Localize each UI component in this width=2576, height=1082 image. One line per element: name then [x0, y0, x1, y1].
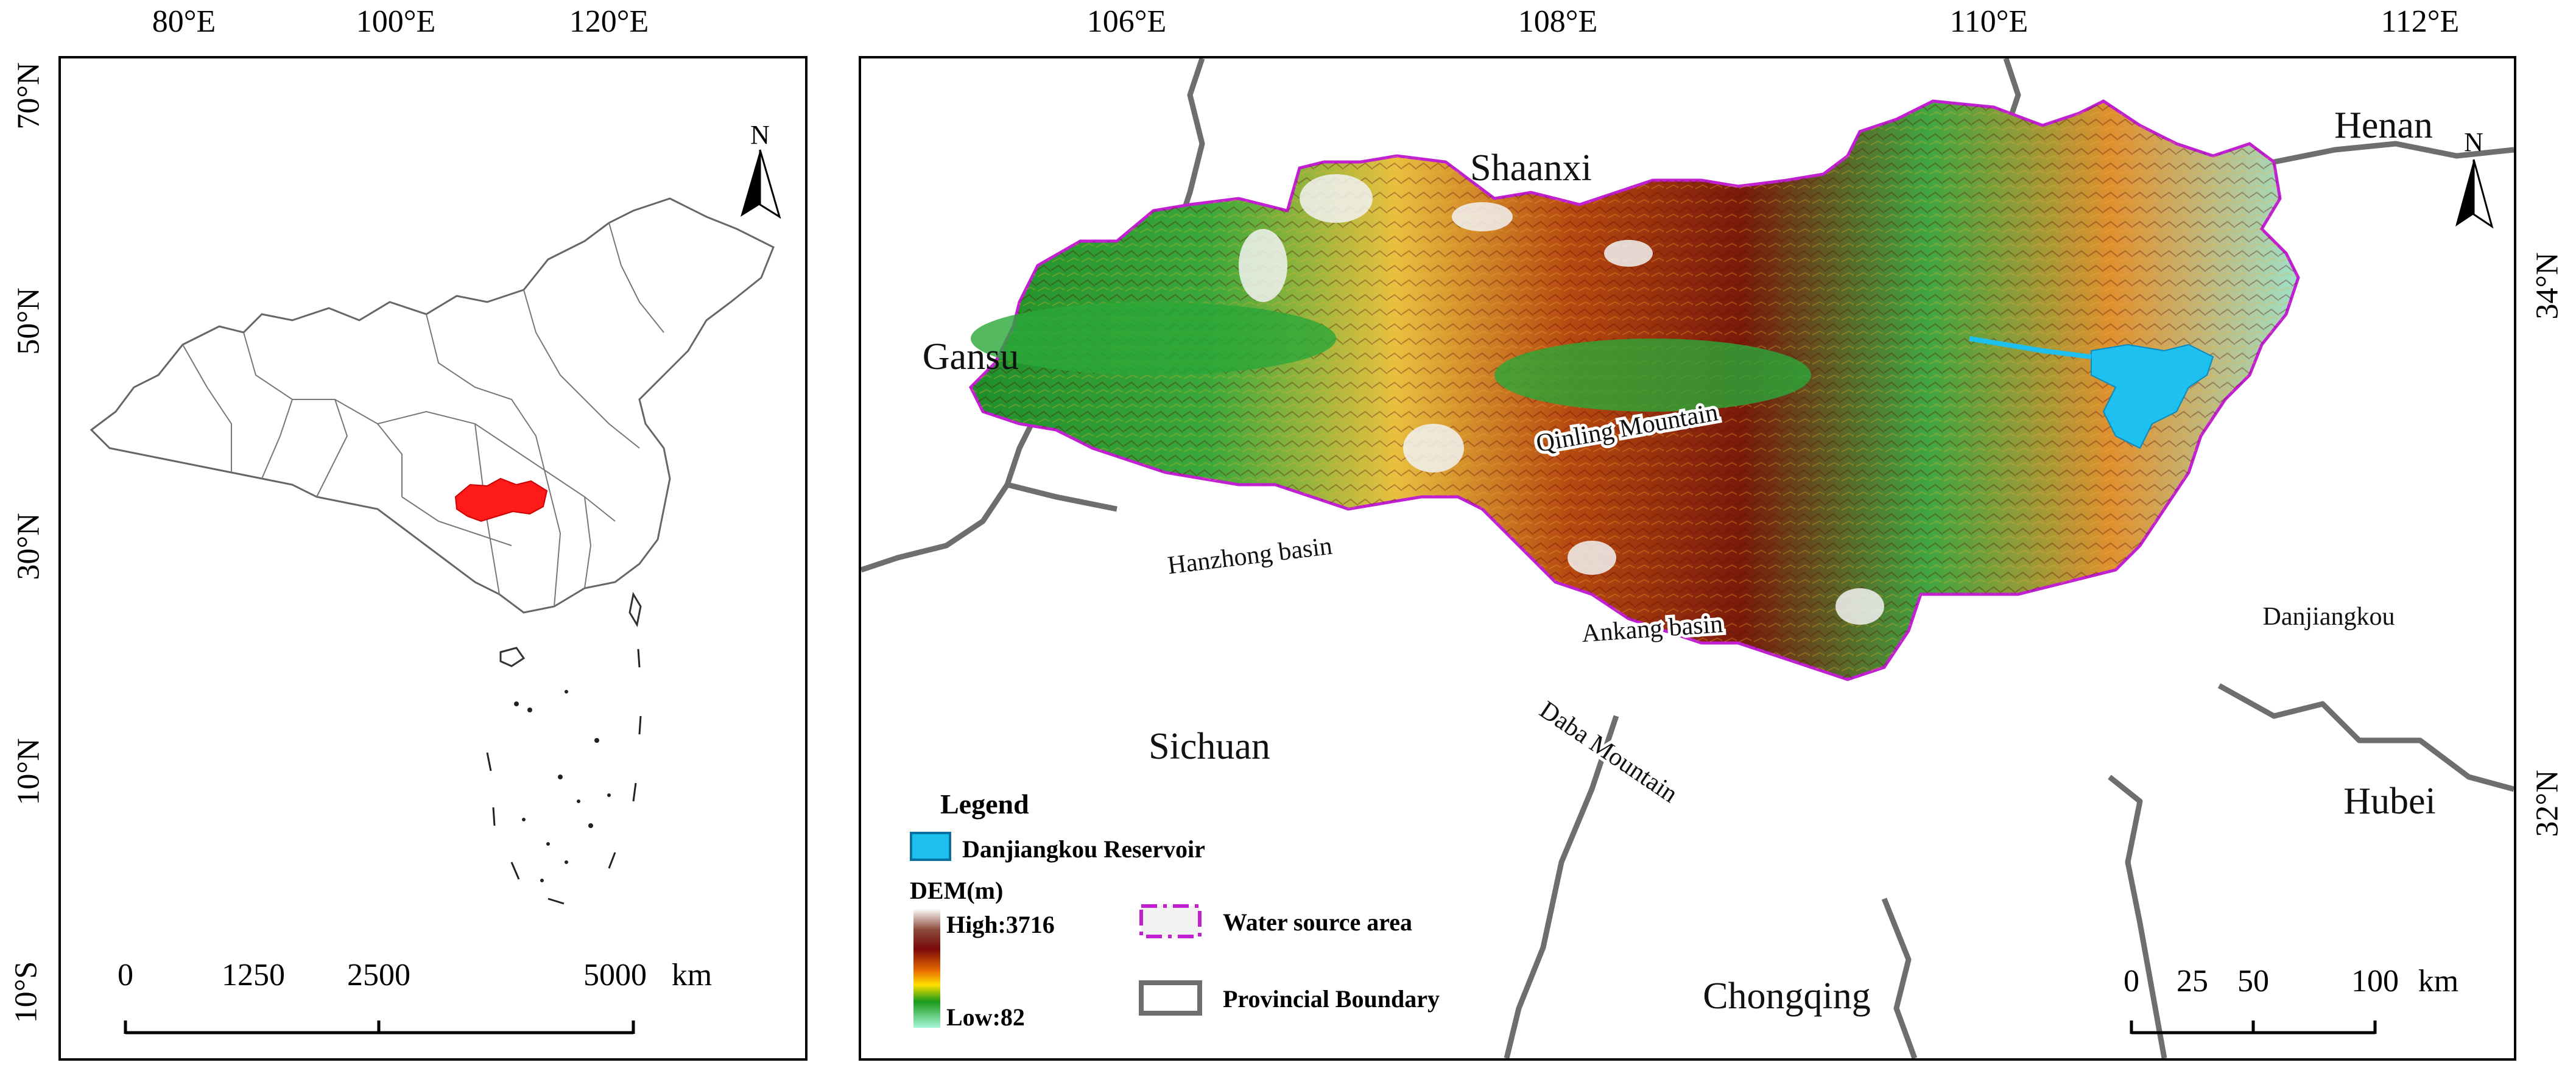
- high-elevation-patches: [1239, 174, 1884, 625]
- han-river: [1969, 336, 2092, 359]
- lon-tick: 106°E: [1086, 4, 1167, 39]
- lat-tick: 10°N: [11, 738, 46, 806]
- province-label-gansu: Gansu: [923, 336, 1019, 378]
- scale-bar-right: [2130, 1021, 2377, 1035]
- province-lines: [182, 222, 664, 607]
- lon-tick: 100°E: [356, 4, 436, 39]
- study-area-highlight: [454, 477, 548, 522]
- north-label-right: N: [2464, 127, 2483, 157]
- legend-water-source-label: Water source area: [1223, 908, 1412, 936]
- lat-tick: 10°S: [9, 961, 44, 1024]
- china-map-canvas: N 0 1250 2500 5000 km: [90, 120, 781, 1035]
- province-label-sichuan: Sichuan: [1149, 726, 1270, 767]
- lat-tick: 34°N: [2530, 252, 2565, 320]
- legend-boundary-label: Provincial Boundary: [1223, 985, 1440, 1013]
- province-label-shaanxi: Shaanxi: [1470, 147, 1592, 189]
- scale-label: 5000: [583, 958, 647, 992]
- scale-label: 2500: [347, 958, 410, 992]
- legend-boundary-swatch: [1139, 980, 1202, 1016]
- lon-tick: 120°E: [569, 4, 649, 39]
- scale-unit: km: [672, 958, 712, 992]
- dem-map-canvas: Shaanxi Henan Gansu Sichuan Hubei Chongq…: [860, 57, 2515, 1059]
- scale-label: 0: [2124, 964, 2139, 999]
- legend-reservoir-swatch: [910, 832, 951, 861]
- danjiangkou-reservoir: [2091, 343, 2214, 449]
- feature-label-daba: Daba Mountain: [1535, 696, 1683, 809]
- province-label-hubei: Hubei: [2343, 781, 2436, 822]
- legend-dem-low: Low:82: [946, 1003, 1025, 1031]
- scale-label: 0: [118, 958, 133, 992]
- lon-tick: 108°E: [1518, 4, 1598, 39]
- lon-tick: 112°E: [2381, 4, 2460, 39]
- north-arrow-right: [2455, 159, 2494, 229]
- feature-label-hanzhong: Hanzhong basin: [1166, 532, 1334, 580]
- lat-tick: 50°N: [11, 287, 46, 355]
- legend-water-source-swatch: [1139, 904, 1202, 938]
- scale-label: 1250: [222, 958, 285, 992]
- scale-label: 25: [2177, 964, 2208, 999]
- taiwan-island: [628, 591, 642, 628]
- study-area-map: Shaanxi Henan Gansu Sichuan Hubei Chongq…: [859, 56, 2516, 1061]
- china-overview-map: N 0 1250 2500 5000 km: [58, 56, 808, 1061]
- province-label-chongqing: Chongqing: [1703, 975, 1871, 1017]
- north-label-left: N: [750, 120, 770, 150]
- scale-label: 50: [2237, 964, 2269, 999]
- legend-dem-high: High:3716: [946, 911, 1055, 938]
- north-arrow-left: [741, 149, 781, 219]
- lon-tick: 80°E: [152, 4, 216, 39]
- lat-tick: 30°N: [11, 513, 46, 580]
- lon-tick: 110°E: [1949, 4, 2029, 39]
- legend-reservoir-label: Danjiangkou Reservoir: [962, 835, 1205, 863]
- feature-label-danjiangkou: Danjiangkou: [2263, 603, 2395, 631]
- china-outline: [90, 197, 775, 614]
- scale-unit: km: [2418, 964, 2458, 999]
- legend-title: Legend: [940, 789, 1029, 820]
- lat-tick: 32°N: [2530, 770, 2565, 837]
- nine-dash-line: [486, 648, 642, 905]
- lat-tick: 70°N: [11, 62, 46, 130]
- basin-lowlands: [971, 302, 1811, 412]
- legend-dem-ramp: [913, 908, 940, 1028]
- province-label-henan: Henan: [2334, 105, 2433, 146]
- legend-dem-title: DEM(m): [910, 877, 1003, 904]
- south-china-sea-islands: [514, 690, 611, 882]
- scale-label: 100: [2351, 964, 2399, 999]
- hainan-island: [499, 647, 526, 667]
- scale-bar-left: [124, 1021, 635, 1035]
- legend: Legend Danjiangkou Reservoir DEM(m) High…: [910, 789, 1440, 1031]
